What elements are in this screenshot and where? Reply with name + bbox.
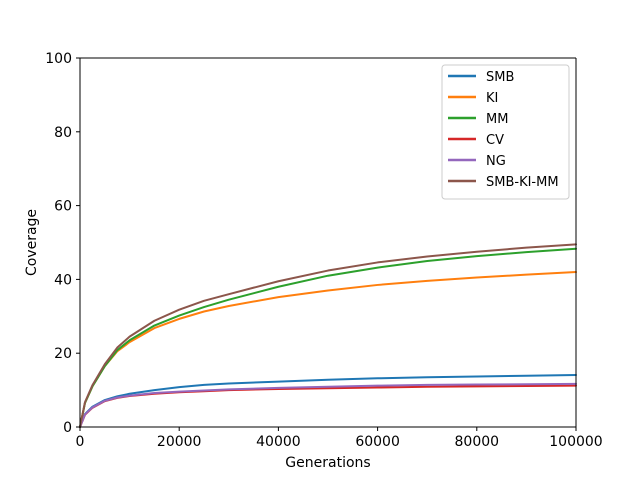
y-tick-label: 80 xyxy=(54,125,72,141)
y-tick-label: 0 xyxy=(63,420,72,436)
legend-label-mm: MM xyxy=(486,112,508,127)
y-tick-label: 40 xyxy=(54,272,72,288)
x-axis-ticks: 0 20000 40000 60000 80000 100000 xyxy=(76,427,603,450)
legend-label-smb-ki-mm: SMB-KI-MM xyxy=(486,175,559,190)
x-tick-label: 100000 xyxy=(549,434,602,450)
series-line-smb-ki-mm xyxy=(79,243,577,428)
series-layer xyxy=(79,243,577,428)
y-axis-ticks: 0 20 40 60 80 100 xyxy=(45,51,80,436)
x-tick-label: 0 xyxy=(76,434,85,450)
y-axis-label: Coverage xyxy=(24,209,40,276)
y-tick-label: 60 xyxy=(54,199,72,215)
legend-label-ki: KI xyxy=(486,91,498,106)
y-tick-label: 20 xyxy=(54,346,72,362)
x-tick-label: 80000 xyxy=(455,434,500,450)
legend-label-smb: SMB xyxy=(486,70,514,85)
axes-frame xyxy=(79,57,577,428)
legend-box xyxy=(441,64,570,200)
x-axis-label: Generations xyxy=(285,455,370,471)
x-tick-label: 60000 xyxy=(355,434,400,450)
y-tick-label: 100 xyxy=(45,51,72,67)
legend-label-cv: CV xyxy=(486,133,504,148)
legend-label-ng: NG xyxy=(486,154,506,169)
series-line-ng xyxy=(79,382,577,428)
x-tick-label: 40000 xyxy=(256,434,301,450)
legend: SMB KI MM CV NG SMB-KI-MM xyxy=(441,64,570,200)
x-tick-label: 20000 xyxy=(157,434,202,450)
